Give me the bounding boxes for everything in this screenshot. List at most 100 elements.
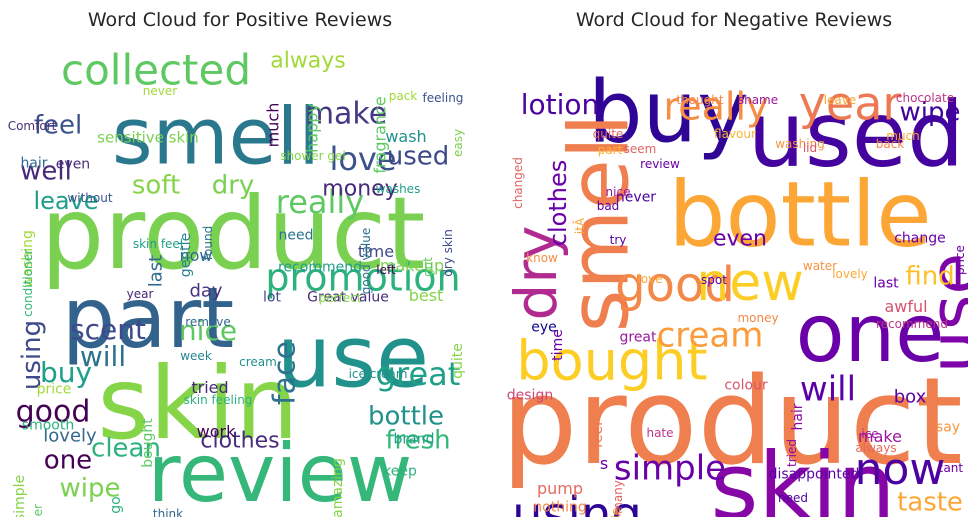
word-spot: spot [701, 273, 727, 287]
word-quite: quite [593, 127, 624, 141]
word-go: go [108, 496, 124, 513]
word-now: now [855, 444, 946, 495]
word-clean: clean [91, 434, 161, 464]
word-using: using [17, 320, 47, 390]
word-smell: smell [553, 114, 648, 333]
word-using: using [512, 487, 642, 517]
word-t: t [615, 504, 621, 518]
word-make: make [858, 427, 902, 446]
word-bad: bad [597, 199, 620, 213]
word-easy: easy [451, 129, 465, 157]
word-need: need [279, 228, 314, 244]
word-s: s [600, 454, 608, 473]
positive-word-cloud: product skin review part use smell collected pr… [8, 43, 476, 517]
word-part: part [62, 269, 234, 367]
word-recommend: recommend [278, 260, 362, 276]
word-box: box [894, 387, 927, 408]
word-much: much [886, 129, 920, 143]
word-soft: soft [132, 171, 180, 201]
word-money: money [322, 177, 397, 202]
word-last: last [146, 255, 167, 287]
word-tried: tried [785, 439, 799, 467]
word-comfort: Comfort [8, 119, 57, 133]
word-clothes: clothes [544, 160, 572, 246]
word-bought: bought [140, 418, 156, 468]
word-time: time [358, 242, 394, 261]
word-will: will [80, 340, 126, 373]
word-always: always [270, 49, 346, 74]
word-many: many [611, 480, 625, 514]
word-never: never [143, 84, 177, 98]
word-lotion: lotion [521, 88, 600, 121]
word-skin-feel: skin feel [133, 237, 183, 251]
word-great: great [619, 330, 657, 346]
word-remove: remove [185, 315, 231, 329]
word-part: part [598, 143, 623, 157]
positive-cloud-title: Word Cloud for Positive Reviews [87, 9, 393, 31]
word-leave: leave [824, 93, 857, 107]
word-makeup: makeup [380, 256, 444, 275]
negative-word-cloud: product bottle used skin buy smell one use bough… [500, 43, 968, 517]
word-use: use [916, 253, 969, 373]
word-nice: nice [179, 314, 237, 347]
word-year: year [799, 77, 902, 131]
word-bought: bought [516, 330, 707, 393]
word-cant: cant [937, 461, 964, 475]
word-washing: washing [775, 137, 825, 151]
word-price: price [953, 245, 967, 275]
word-now: now [179, 246, 212, 265]
word-dry-skin: dry skin [441, 229, 455, 277]
word-love: love [637, 272, 662, 286]
word-love: love [329, 140, 396, 178]
word-year: year [127, 287, 154, 301]
word-buy: buy [588, 63, 748, 163]
word-say: say [936, 420, 960, 436]
word-leave: leave [33, 187, 98, 215]
word-wash: wash [385, 127, 426, 146]
word-ice-cream: ice cream [349, 367, 408, 381]
word-smell: smell [112, 93, 320, 183]
word-promotion: promotion [265, 256, 460, 300]
word-even: even [56, 157, 90, 173]
word-it: itÂ [572, 217, 587, 234]
word-good: good [615, 257, 735, 313]
word-week: week [180, 349, 212, 363]
word-will: will [800, 370, 856, 410]
word-well: well [20, 157, 72, 187]
word-collected: collected [61, 46, 251, 95]
word-feel: feel [590, 422, 606, 448]
word-clothes: clothes [200, 429, 279, 454]
negative-cloud-title: Word Cloud for Negative Reviews [575, 9, 893, 31]
word-design: design [507, 388, 553, 404]
word-hate: hate [646, 426, 673, 440]
word-product: product [41, 175, 426, 292]
word-simple: simple [614, 449, 726, 489]
word-face: face [268, 341, 303, 405]
word-thought: thought [676, 93, 723, 107]
word-quite: quite [450, 343, 466, 379]
word-pack: pack [389, 89, 418, 103]
word-great: great [376, 355, 461, 393]
word-think: think [153, 507, 183, 517]
word-really: really [663, 85, 768, 129]
word-back: back [876, 137, 905, 151]
word-product: product [501, 353, 963, 492]
word-even: even [713, 227, 767, 252]
word-without: without [67, 191, 112, 205]
word-day: day [189, 281, 222, 302]
word-keep: keep [383, 464, 417, 480]
word-buy: buy [40, 356, 92, 389]
word-nothing: nothing [533, 500, 586, 516]
word-colour: colour [724, 378, 768, 394]
word-happy: happy [303, 103, 322, 153]
word-much: much [264, 103, 283, 148]
word-price: price [37, 382, 72, 398]
word-toner: toner [31, 504, 45, 517]
word-changed: changed [511, 157, 525, 209]
word-try: try [610, 233, 627, 247]
word-always: always [855, 441, 896, 455]
word-fragrance: fragrance [371, 96, 390, 173]
word-shower-gel: shower gel [280, 149, 345, 163]
word-chocolate: chocolate [896, 91, 954, 105]
word-money: money [737, 311, 778, 325]
